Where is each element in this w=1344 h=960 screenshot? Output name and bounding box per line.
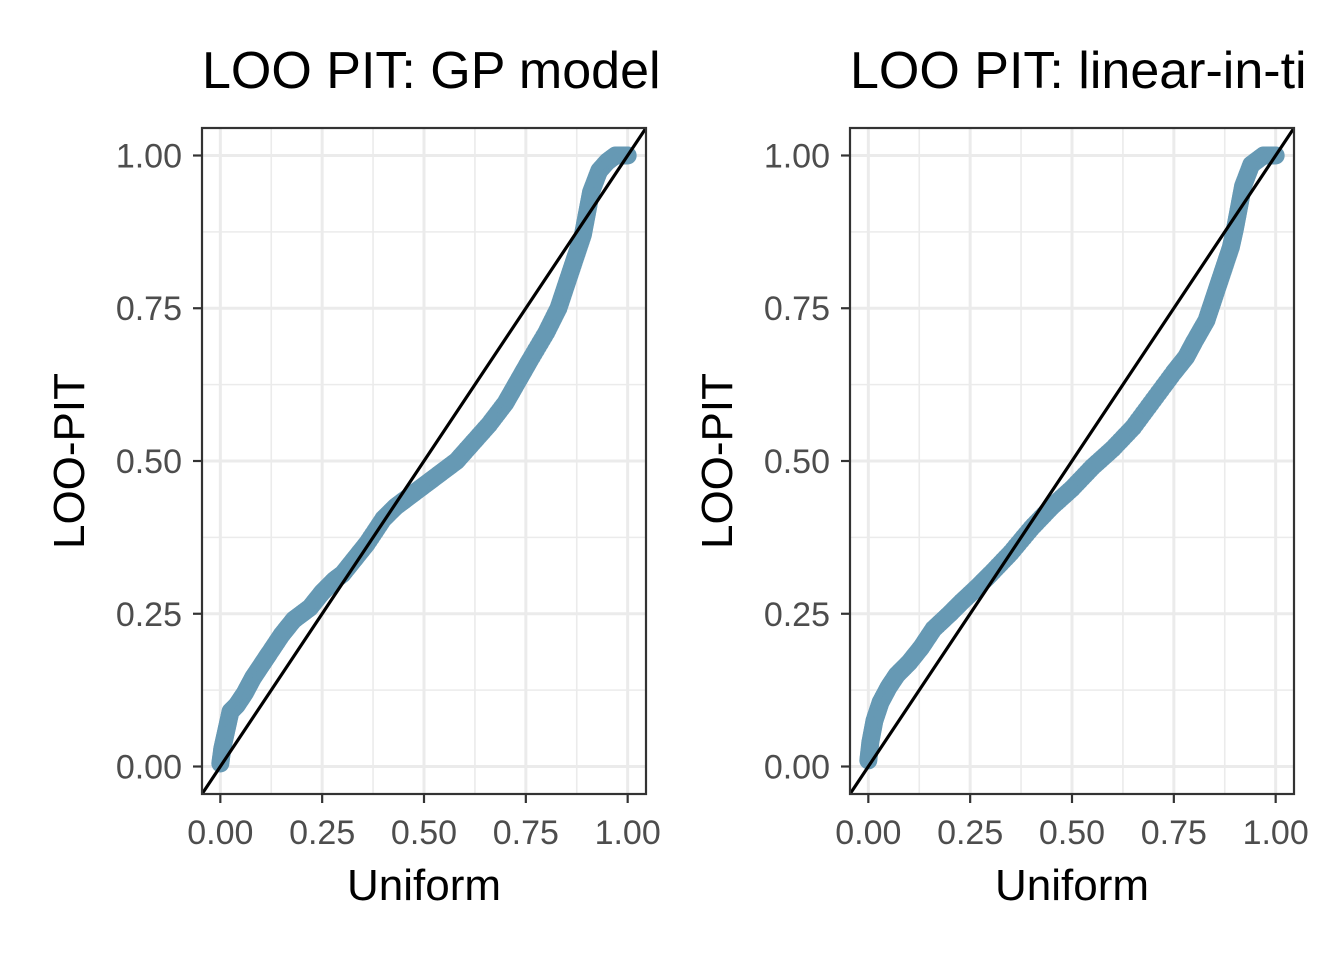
x-tick-label: 0.00 [835,814,901,852]
x-tick-label: 1.00 [595,814,661,852]
x-tick-label: 0.50 [391,814,457,852]
panel-title: LOO PIT: linear-in-ti [850,42,1307,100]
reference-line [202,128,646,794]
x-tick-label: 0.75 [493,814,559,852]
y-axis-title: LOO-PIT [45,373,94,549]
x-tick-label: 0.75 [1141,814,1207,852]
y-tick-label: 0.50 [116,443,182,481]
y-tick-label: 0.00 [116,749,182,787]
x-axis-title: Uniform [995,861,1149,910]
y-tick-label: 0.00 [764,749,830,787]
panel-2: 0.000.00 0.25 0.25 0.50 0.50 0.75 0.75 1.00 1.00… [693,42,1309,910]
y-tick-label: 0.25 [116,596,182,634]
y-tick-label: 1.00 [116,137,182,175]
data-points [859,146,1285,770]
x-tick-label: 1.00 [1243,814,1309,852]
x-tick-label: 0.50 [1039,814,1105,852]
y-tick-label: 0.75 [116,290,182,328]
y-tick-label: 1.00 [764,137,830,175]
x-tick-label: 0.25 [289,814,355,852]
x-tick-label: 0.25 [937,814,1003,852]
x-axis-title: Uniform [347,861,501,910]
panel-1: 0.000.00 0.25 0.25 0.50 0.50 0.75 0.75 1.00 1.00… [45,42,661,910]
y-tick-label: 0.50 [764,443,830,481]
data-points [211,146,637,773]
x-tick-label: 0.00 [187,814,253,852]
y-axis-title: LOO-PIT [693,373,742,549]
y-tick-label: 0.75 [764,290,830,328]
reference-line [850,128,1294,794]
y-tick-label: 0.25 [764,596,830,634]
panel-title: LOO PIT: GP model [202,42,661,100]
